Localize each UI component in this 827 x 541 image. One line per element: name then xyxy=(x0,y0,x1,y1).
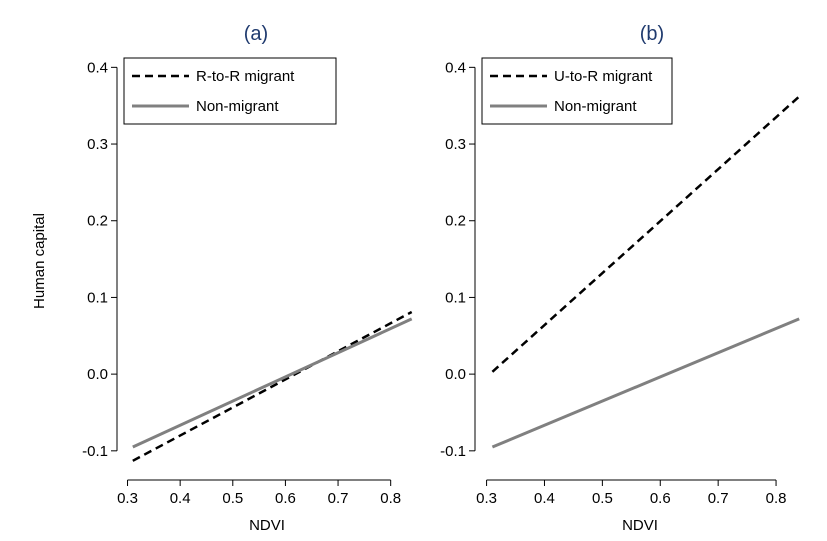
series-line-0 xyxy=(491,95,801,373)
y-tick-label: 0.0 xyxy=(445,366,466,383)
y-tick-label: 0.4 xyxy=(445,59,466,76)
y-tick-label: 0.1 xyxy=(445,289,466,306)
chart-panel-a: (a) -0.1 0.0 0.1 0.2 0.3 0.4 0.3 0.4 0.5 0.6 0.7 0.8… xyxy=(31,23,413,534)
x-tick-label: 0.8 xyxy=(380,490,401,507)
x-tick-label: 0.3 xyxy=(476,490,497,507)
y-tick-label: 0.1 xyxy=(87,289,108,306)
x-tick-label: 0.7 xyxy=(708,490,729,507)
panel-title: (b) xyxy=(640,23,664,45)
y-tick-label: 0.0 xyxy=(87,366,108,383)
x-tick-label: 0.5 xyxy=(222,490,243,507)
x-tick-label: 0.3 xyxy=(117,490,138,507)
series-line-0 xyxy=(132,310,413,462)
x-tick-label: 0.6 xyxy=(650,490,671,507)
x-tick-label: 0.6 xyxy=(275,490,296,507)
y-tick-label: 0.3 xyxy=(87,136,108,153)
chart-panel-b: (b) -0.1 0.0 0.1 0.2 0.3 0.4 0.3 0.4 0.5 0.6 0.7 0.8… xyxy=(440,23,801,534)
legend-label: U-to-R migrant xyxy=(554,68,653,85)
series-line-1 xyxy=(132,317,413,449)
x-tick-label: 0.7 xyxy=(328,490,349,507)
y-tick-label: 0.4 xyxy=(87,59,108,76)
legend-label: Non-migrant xyxy=(196,98,279,115)
legend-box xyxy=(123,57,337,125)
y-tick-label: 0.3 xyxy=(445,136,466,153)
legend-label: Non-migrant xyxy=(554,98,637,115)
y-tick-label: 0.2 xyxy=(87,213,108,230)
x-axis-title: NDVI xyxy=(622,517,658,534)
x-tick-label: 0.8 xyxy=(766,490,787,507)
y-axis-title: Human capital xyxy=(31,213,48,309)
legend-label: R-to-R migrant xyxy=(196,68,295,85)
x-tick-label: 0.4 xyxy=(534,490,555,507)
x-tick-label: 0.4 xyxy=(170,490,191,507)
y-tick-label: 0.2 xyxy=(445,213,466,230)
panel-title: (a) xyxy=(244,23,268,45)
x-axis-title: NDVI xyxy=(249,517,285,534)
series-line-1 xyxy=(491,317,800,449)
legend-box xyxy=(481,57,673,125)
y-tick-label: -0.1 xyxy=(82,443,108,460)
y-tick-label: -0.1 xyxy=(440,443,466,460)
x-tick-label: 0.5 xyxy=(592,490,613,507)
